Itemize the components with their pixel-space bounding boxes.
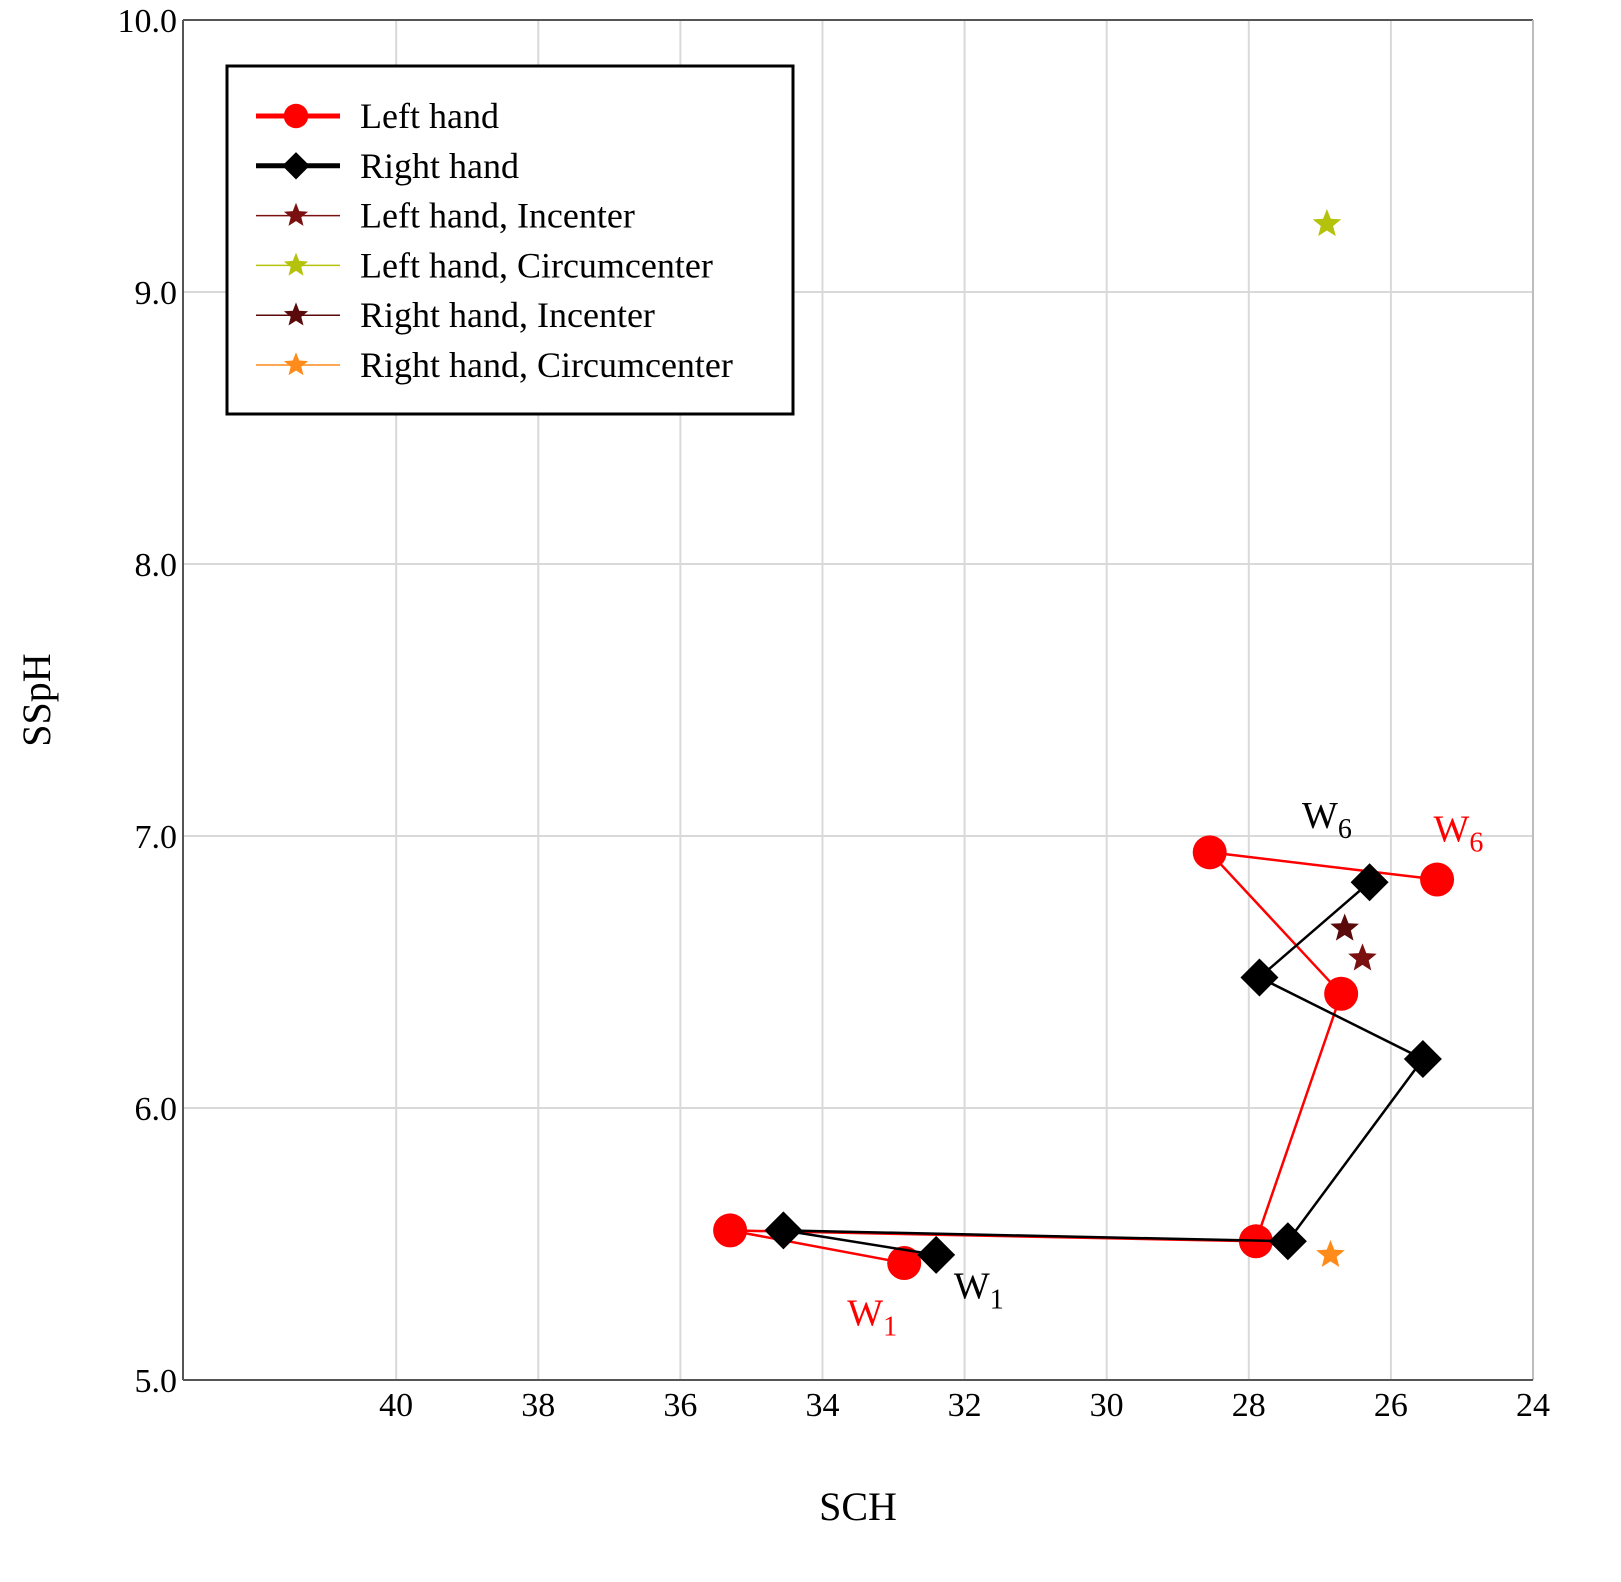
point-marker-circle: [1420, 862, 1455, 897]
x-tick-label: 32: [948, 1387, 982, 1424]
x-ticks: 40 38 36 34 32 30 28 26 24: [379, 1387, 1550, 1424]
point-marker-star: [283, 202, 309, 226]
y-axis-title: SSpH: [14, 653, 59, 746]
series-right-hand-incenter: [1330, 913, 1359, 941]
legend-entry: Left hand, Circumcenter: [256, 245, 713, 285]
data-series: [713, 209, 1455, 1281]
legend-label: Left hand, Circumcenter: [360, 245, 713, 285]
legend-label: Right hand, Circumcenter: [360, 345, 733, 385]
y-tick-label: 10.0: [118, 3, 178, 40]
legend: Left hand Right hand Left hand, Incenter Le…: [225, 64, 795, 416]
point-marker-star: [283, 252, 309, 276]
point-marker-star: [1316, 1239, 1345, 1267]
legend-box: [225, 64, 795, 416]
x-tick-label: 38: [521, 1387, 555, 1424]
x-tick-label: 40: [379, 1387, 413, 1424]
point-marker-diamond: [1268, 1222, 1307, 1261]
legend-entry: Right hand: [256, 146, 519, 186]
y-tick-label: 8.0: [135, 547, 178, 584]
point-marker-star: [1312, 209, 1342, 237]
point-marker-diamond: [1240, 958, 1279, 997]
legend-label: Left hand, Incenter: [360, 196, 635, 236]
y-tick-label: 5.0: [135, 1363, 178, 1400]
point-marker-diamond: [282, 152, 310, 180]
point-marker-star: [1330, 913, 1359, 941]
series-left-hand-incenter: [1348, 943, 1377, 971]
x-tick-label: 28: [1232, 1387, 1266, 1424]
annotations: W1 W1 W6 W6: [847, 795, 1483, 1343]
series-line: [782, 881, 1425, 1257]
x-axis-title: SCH: [819, 1484, 897, 1529]
series-left-hand-circumcenter: [1312, 209, 1342, 237]
legend-entry: Right hand, Incenter: [256, 295, 655, 335]
y-tick-label: 9.0: [135, 275, 178, 312]
x-tick-label: 30: [1090, 1387, 1124, 1424]
x-tick-label: 36: [663, 1387, 697, 1424]
legend-entry: Left hand: [256, 96, 499, 136]
series-line: [728, 851, 1438, 1265]
point-marker-circle: [887, 1246, 922, 1281]
point-marker-star: [283, 302, 309, 326]
point-marker-circle: [713, 1213, 748, 1248]
point-annotation: W6: [1302, 795, 1352, 845]
point-marker-circle: [283, 103, 309, 129]
point-marker-circle: [1324, 976, 1359, 1011]
point-marker-star: [283, 352, 309, 376]
y-tick-label: 6.0: [135, 1091, 178, 1128]
y-tick-label: 7.0: [135, 819, 178, 856]
point-annotation: W6: [1433, 808, 1483, 858]
series-left-hand: [713, 835, 1455, 1281]
legend-entry: Right hand, Circumcenter: [256, 345, 733, 385]
legend-entry: Left hand, Incenter: [256, 196, 635, 236]
point-annotation: W1: [847, 1293, 897, 1343]
series-right-hand-circumcenter: [1316, 1239, 1345, 1267]
legend-label: Left hand: [360, 96, 499, 136]
point-marker-diamond: [917, 1235, 956, 1274]
point-marker-circle: [1192, 835, 1227, 870]
x-tick-label: 26: [1374, 1387, 1408, 1424]
point-marker-diamond: [764, 1211, 803, 1250]
plot-frame: [182, 19, 1534, 1381]
x-tick-label: 34: [805, 1387, 839, 1424]
point-marker-star: [1348, 943, 1377, 971]
point-marker-diamond: [1350, 863, 1389, 902]
legend-label: Right hand, Incenter: [360, 295, 655, 335]
point-marker-diamond: [1403, 1040, 1442, 1079]
point-annotation: W1: [954, 1265, 1004, 1315]
y-ticks: 5.0 6.0 7.0 8.0 9.0 10.0: [118, 3, 178, 1400]
series-right-hand: [764, 863, 1442, 1274]
x-tick-label: 24: [1516, 1387, 1550, 1424]
legend-label: Right hand: [360, 146, 519, 186]
